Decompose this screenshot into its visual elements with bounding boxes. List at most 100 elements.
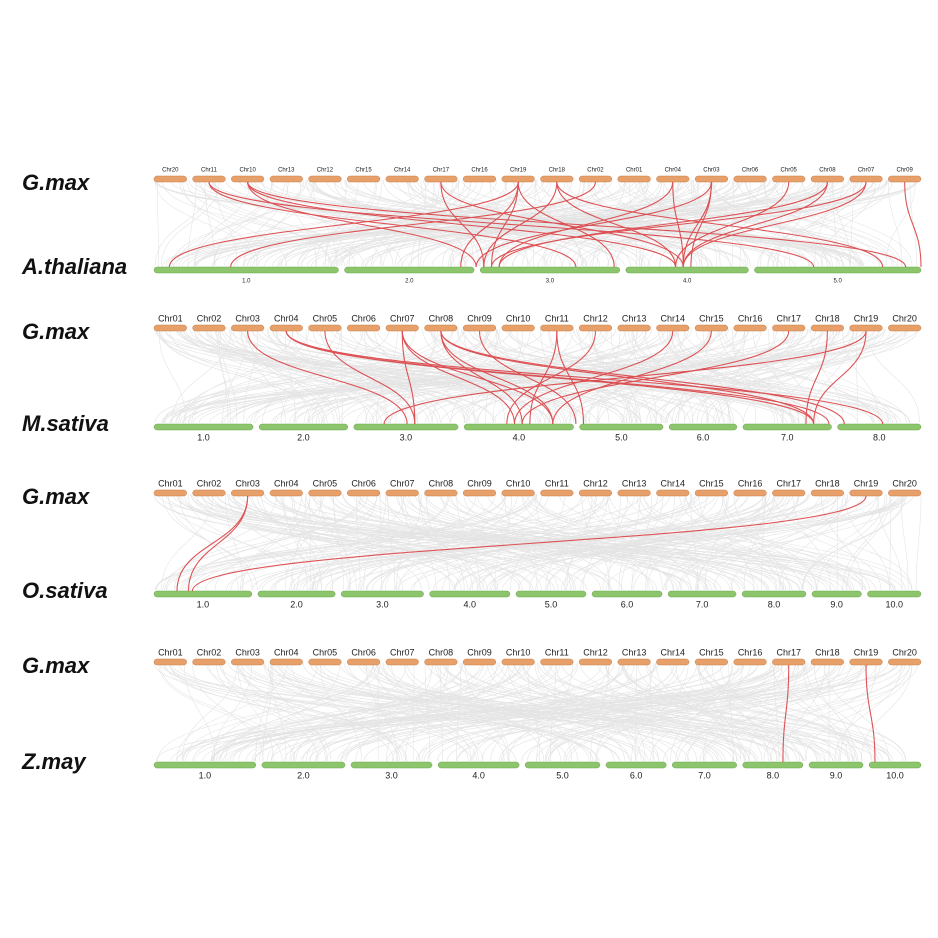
background-link (160, 179, 220, 267)
background-link (241, 662, 332, 762)
background-link (300, 662, 866, 762)
top-chromosome (694, 489, 728, 497)
background-link (157, 662, 378, 762)
background-link (491, 493, 895, 591)
background-link (696, 662, 906, 762)
top-chromosome (694, 658, 728, 666)
background-link (245, 662, 630, 762)
top-chromosome (888, 658, 922, 666)
background-link (783, 328, 889, 424)
background-link (320, 328, 433, 424)
top-chromosome (501, 489, 535, 497)
top-chromosome-label: Chr14 (661, 647, 686, 657)
top-chromosome-label: Chr01 (158, 313, 183, 323)
bottom-chromosome-label: 3.0 (546, 279, 555, 285)
top-chromosome-label: Chr20 (892, 313, 917, 323)
bottom-chromosome (258, 423, 349, 431)
top-chromosome-label: Chr17 (776, 647, 801, 657)
highlight-link (556, 181, 884, 268)
background-link (311, 179, 917, 267)
bottom-chromosome-label: 3.0 (400, 432, 413, 442)
background-link (693, 179, 747, 267)
top-chromosome (849, 658, 883, 666)
background-link (387, 493, 396, 591)
background-link (252, 662, 551, 762)
background-link (583, 328, 738, 424)
highlight-links (247, 330, 884, 425)
top-chromosome (462, 175, 497, 183)
background-link (677, 328, 777, 424)
background-link (566, 179, 731, 267)
background-link (677, 328, 731, 424)
background-link (663, 662, 911, 762)
background-link (179, 328, 617, 424)
top-chromosome (772, 175, 806, 183)
background-link (331, 179, 607, 267)
background-link (341, 662, 515, 762)
background-link (194, 662, 725, 762)
background-link (673, 179, 822, 267)
top-chromosome (308, 489, 342, 497)
background-link (627, 328, 708, 424)
background-link (669, 662, 854, 762)
background-link (306, 179, 394, 267)
highlight-link (490, 181, 867, 268)
top-chromosome-label: Chr13 (622, 478, 647, 488)
background-link (356, 493, 602, 591)
bottom-chromosome-label: 4.0 (683, 279, 692, 285)
background-link (212, 179, 356, 267)
bottom-chromosome (742, 423, 832, 431)
background-link (222, 328, 249, 424)
bottom-chromosome (524, 761, 601, 769)
highlight-link (176, 495, 249, 592)
top-chromosome (617, 489, 651, 497)
top-chromosome (617, 324, 651, 332)
bottom-chromosome-label: 5.0 (615, 432, 628, 442)
bottom-chromosome-label: 1.0 (197, 432, 210, 442)
top-chromosome-label: Chr02 (197, 478, 222, 488)
background-link (486, 179, 681, 267)
synteny-panel: G.max M.sativa Chr01 Chr02 Chr03 Chr04 Chr05 Ch… (22, 313, 922, 442)
background-link (201, 493, 693, 591)
background-link (421, 662, 624, 762)
background-link (605, 493, 866, 591)
bottom-chromosome-label: 6.0 (621, 599, 634, 609)
background-link (633, 493, 791, 591)
top-chromosome (888, 489, 922, 497)
highlight-link (440, 330, 523, 425)
highlight-link (187, 495, 249, 592)
top-chromosome (192, 658, 226, 666)
background-link (169, 662, 472, 762)
bottom-chromosome-label: 4.0 (464, 599, 477, 609)
background-link (823, 662, 889, 762)
background-link (733, 493, 785, 591)
background-link (668, 328, 775, 424)
background-link (684, 662, 852, 762)
background-link (288, 493, 892, 591)
bottom-chromosome-label: 1.0 (197, 599, 210, 609)
highlight-link (460, 181, 519, 268)
bottom-species-label: O.sativa (22, 578, 108, 603)
background-link (279, 493, 523, 591)
top-chromosome (347, 658, 381, 666)
background-link (372, 179, 685, 267)
background-link (171, 662, 757, 762)
background-link (773, 493, 913, 591)
background-link (450, 493, 675, 591)
background-link (867, 328, 920, 424)
highlight-link (285, 330, 884, 425)
background-link (246, 328, 310, 424)
top-chromosome-label: Chr20 (892, 478, 917, 488)
highlight-link (401, 330, 554, 425)
background-link (665, 493, 800, 591)
background-link (426, 493, 777, 591)
background-link (296, 493, 777, 591)
background-link (158, 328, 187, 424)
top-chromosome (269, 175, 303, 183)
background-link (801, 179, 913, 267)
background-link (709, 179, 844, 267)
background-link (204, 179, 216, 267)
background-link (622, 662, 735, 762)
bottom-chromosome-label: 8.0 (768, 599, 781, 609)
bottom-chromosome-label: 2.0 (405, 279, 414, 285)
